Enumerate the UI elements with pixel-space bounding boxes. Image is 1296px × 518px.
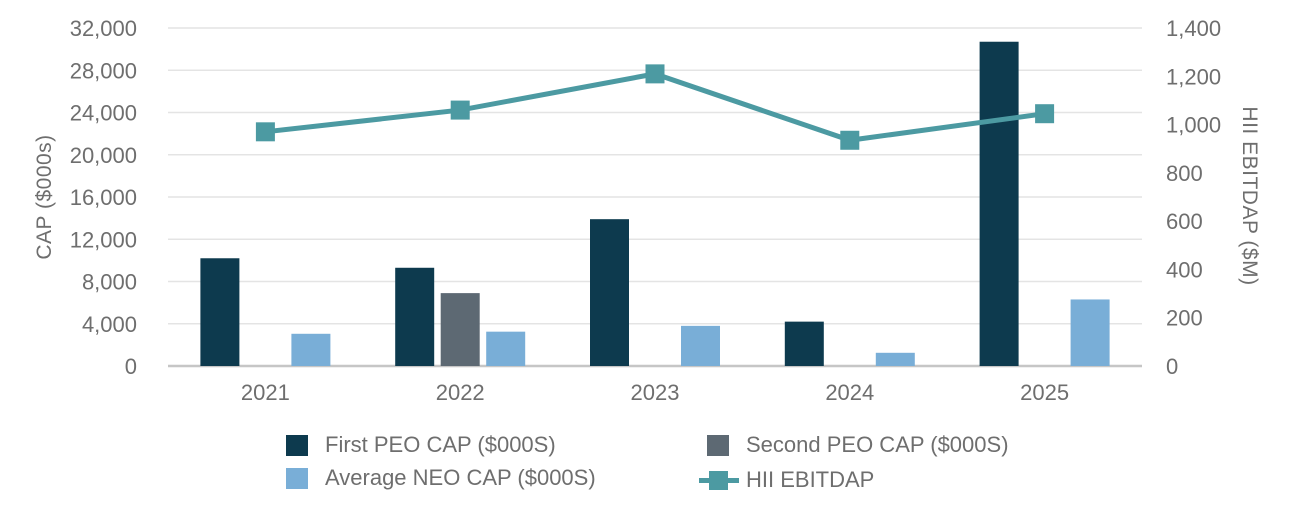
right-axis-tick: 1,400 [1166, 16, 1221, 41]
line-marker-hii-ebitdap-2022 [450, 100, 470, 120]
left-axis-tick: 32,000 [70, 16, 137, 41]
legend-label-average-neo-cap: Average NEO CAP ($000S) [325, 465, 596, 490]
legend-swatch-second-peo-cap [707, 434, 729, 456]
bar-first-peo-cap-000s-2023 [590, 219, 629, 366]
line-marker-hii-ebitdap-2021 [255, 122, 275, 142]
right-axis-tick: 600 [1166, 209, 1203, 234]
left-axis-tick: 12,000 [70, 227, 137, 252]
right-axis-tick: 200 [1166, 306, 1203, 331]
bar-first-peo-cap-000s-2021 [200, 258, 240, 366]
right-axis-tick: 0 [1166, 354, 1178, 379]
legend-item-second-peo-cap: Second PEO CAP ($000S) [707, 432, 1009, 458]
line-marker-hii-ebitdap-2024 [840, 130, 860, 150]
x-axis-label-2025: 2025 [1020, 380, 1069, 405]
bar-first-peo-cap-000s-2024 [784, 321, 824, 366]
x-axis-label-2021: 2021 [241, 380, 290, 405]
left-axis-tick: 16,000 [70, 185, 137, 210]
legend-marker-hii-ebitdap [709, 470, 728, 490]
left-axis-tick: 24,000 [70, 101, 137, 126]
legend-line-swatch-hii-ebitdap [699, 470, 739, 491]
bar-average-neo-cap-000s-2023 [681, 325, 720, 366]
bar-average-neo-cap-000s-2025 [1070, 299, 1110, 366]
legend-item-hii-ebitdap: HII EBITDAP [699, 467, 874, 493]
right-axis-tick: 800 [1166, 161, 1203, 186]
x-axis-label-2023: 2023 [631, 380, 680, 405]
bar-average-neo-cap-000s-2024 [875, 352, 915, 366]
plot-area: 0 4,000 8,000 12,000 16,000 20,000 24,000 28,00… [70, 16, 1221, 405]
bar-first-peo-cap-000s-2022 [395, 267, 435, 366]
left-axis-tick: 28,000 [70, 58, 137, 83]
x-axis-label-2022: 2022 [436, 380, 485, 405]
bar-average-neo-cap-000s-2021 [291, 333, 331, 366]
legend-item-average-neo-cap: Average NEO CAP ($000S) [286, 465, 596, 491]
bar-average-neo-cap-000s-2022 [486, 331, 526, 366]
legend-label-hii-ebitdap: HII EBITDAP [746, 467, 875, 492]
left-axis-tick: 8,000 [82, 270, 137, 295]
line-marker-hii-ebitdap-2025 [1035, 104, 1055, 124]
bar-first-peo-cap-000s-2025 [979, 41, 1019, 366]
right-axis-tick: 400 [1166, 257, 1203, 282]
left-axis-tick: 4,000 [82, 312, 137, 337]
left-axis-tick: 20,000 [70, 143, 137, 168]
left-axis-tick: 0 [125, 354, 137, 379]
legend-swatch-first-peo-cap [286, 434, 308, 456]
legend-item-first-peo-cap: First PEO CAP ($000S) [286, 432, 556, 458]
legend-label-first-peo-cap: First PEO CAP ($000S) [325, 432, 556, 457]
bar-second-peo-cap-000s-2022 [440, 293, 480, 366]
x-axis-label-2024: 2024 [825, 380, 874, 405]
line-marker-hii-ebitdap-2023 [645, 64, 665, 84]
legend-swatch-average-neo-cap [286, 467, 308, 489]
right-axis-tick: 1,000 [1166, 113, 1221, 138]
right-axis-tick: 1,200 [1166, 64, 1221, 89]
legend-label-second-peo-cap: Second PEO CAP ($000S) [746, 432, 1009, 457]
